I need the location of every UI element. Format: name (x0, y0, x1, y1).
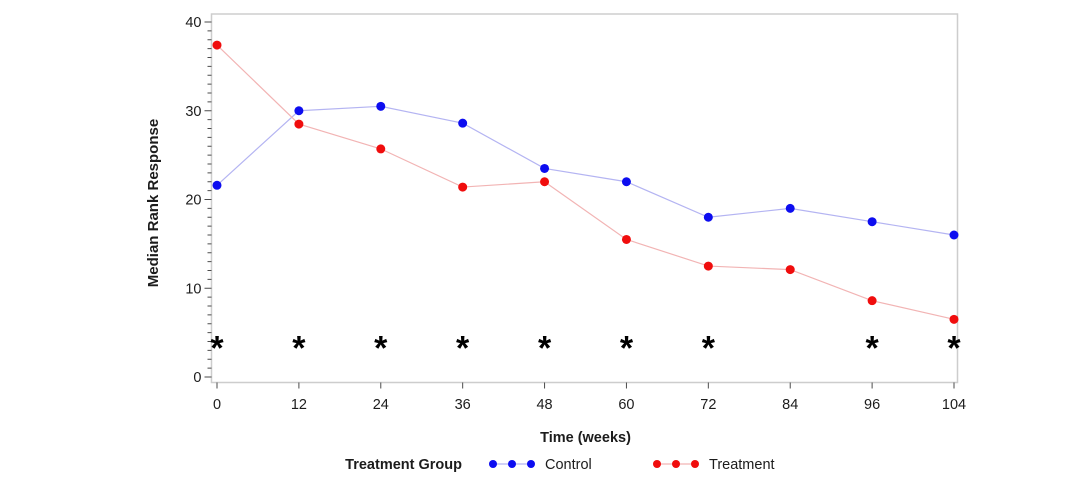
legend-marker-control (508, 460, 516, 468)
x-tick-label: 104 (942, 397, 966, 413)
data-point-control-week-84 (785, 203, 795, 213)
x-axis: 0 12 24 36 48 60 72 84 96 104 (213, 382, 966, 413)
y-tick-label: 30 (185, 104, 201, 120)
y-tick-label: 40 (185, 15, 201, 31)
significance-asterisk-week-60: * (620, 330, 634, 368)
data-point-control-week-104 (949, 230, 959, 240)
x-tick-label: 24 (373, 397, 389, 413)
legend-marker-control (527, 460, 535, 468)
x-tick-label: 36 (455, 397, 471, 413)
data-point-treatment-week-24 (376, 144, 386, 154)
data-point-treatment-week-36 (458, 182, 468, 192)
series-line-control (216, 105, 955, 236)
x-tick-label: 48 (536, 397, 552, 413)
series-points-control (212, 101, 959, 240)
significance-annotations: * * * * * * * * * (210, 330, 961, 368)
data-point-treatment-week-96 (867, 296, 877, 306)
legend-label-control: Control (545, 457, 592, 473)
significance-asterisk-week-72: * (702, 330, 716, 368)
y-axis: 0 10 20 30 40 (185, 15, 212, 386)
x-tick-label: 96 (864, 397, 880, 413)
data-point-treatment-week-60 (621, 234, 631, 244)
series-line-treatment (216, 44, 955, 320)
legend-item-treatment: Treatment (653, 457, 775, 473)
x-axis-title: Time (weeks) (540, 430, 631, 446)
x-tick-label: 60 (618, 397, 634, 413)
x-tick-label: 72 (700, 397, 716, 413)
legend-label-treatment: Treatment (709, 457, 775, 473)
data-point-treatment-week-48 (540, 177, 550, 187)
significance-asterisk-week-104: * (947, 330, 961, 368)
significance-asterisk-week-24: * (374, 330, 388, 368)
y-tick-label: 0 (193, 370, 201, 386)
data-point-control-week-48 (540, 163, 550, 173)
legend-marker-treatment (653, 460, 661, 468)
x-tick-label: 84 (782, 397, 798, 413)
legend-item-control: Control (489, 457, 592, 473)
legend: Treatment Group Control Treatment (345, 457, 774, 473)
significance-asterisk-week-36: * (456, 330, 470, 368)
legend-title: Treatment Group (345, 457, 462, 473)
series-points-treatment (212, 40, 959, 324)
y-tick-label: 10 (185, 281, 201, 297)
data-point-control-week-12 (294, 106, 304, 116)
x-tick-label: 12 (291, 397, 307, 413)
data-point-control-week-96 (867, 217, 877, 227)
data-point-treatment-week-72 (703, 261, 713, 271)
data-point-treatment-week-0 (212, 40, 222, 50)
data-point-control-week-36 (458, 118, 468, 128)
significance-asterisk-week-48: * (538, 330, 552, 368)
significance-asterisk-week-96: * (865, 330, 879, 368)
significance-asterisk-week-0: * (210, 330, 224, 368)
y-axis-title: Median Rank Response (145, 119, 162, 287)
data-point-treatment-week-12 (294, 119, 304, 129)
legend-marker-treatment (672, 460, 680, 468)
data-point-control-week-0 (212, 180, 222, 190)
significance-asterisk-week-12: * (292, 330, 306, 368)
data-point-control-week-72 (703, 212, 713, 222)
legend-marker-treatment (691, 460, 699, 468)
data-point-control-week-24 (376, 101, 386, 111)
data-point-treatment-week-84 (785, 265, 795, 275)
legend-marker-control (489, 460, 497, 468)
y-tick-label: 20 (185, 193, 201, 209)
data-point-treatment-week-104 (949, 314, 959, 324)
plot-frame (210, 13, 959, 384)
data-point-control-week-60 (621, 177, 631, 187)
x-tick-label: 0 (213, 397, 221, 413)
